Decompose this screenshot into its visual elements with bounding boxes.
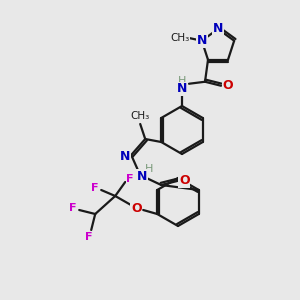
Text: F: F: [127, 174, 134, 184]
Text: N: N: [137, 169, 147, 182]
Text: N: N: [196, 34, 207, 47]
Text: N: N: [213, 22, 223, 35]
Text: F: F: [70, 203, 77, 213]
Text: F: F: [92, 183, 99, 193]
Text: N: N: [177, 82, 187, 95]
Text: O: O: [223, 79, 233, 92]
Text: O: O: [131, 202, 142, 214]
Text: H: H: [178, 76, 186, 86]
Text: CH₃: CH₃: [130, 111, 150, 121]
Text: CH₃: CH₃: [170, 33, 190, 43]
Text: F: F: [85, 232, 93, 242]
Text: O: O: [179, 175, 190, 188]
Text: H: H: [145, 164, 153, 174]
Text: N: N: [120, 151, 130, 164]
